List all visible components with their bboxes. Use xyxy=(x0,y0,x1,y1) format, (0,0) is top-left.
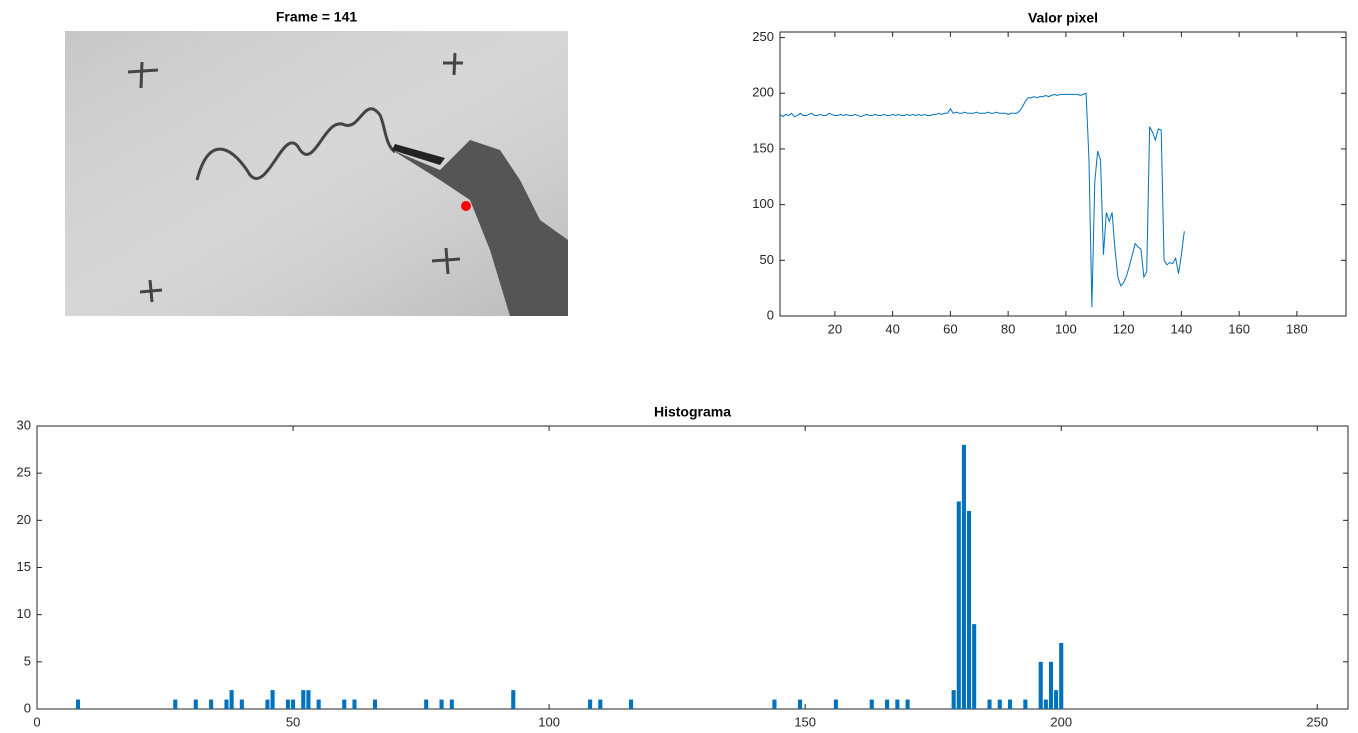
bar xyxy=(301,690,306,709)
image-panel xyxy=(65,31,568,316)
bar xyxy=(316,699,321,709)
bar xyxy=(1054,690,1059,709)
pixel-marker xyxy=(461,201,471,211)
marker-pen xyxy=(392,144,445,165)
bar xyxy=(987,699,992,709)
axes-box xyxy=(36,425,1349,710)
y-tick-label: 10 xyxy=(17,606,31,621)
bar xyxy=(270,690,275,709)
bar xyxy=(797,699,803,709)
y-tick-label: 20 xyxy=(17,512,31,527)
bar xyxy=(285,699,290,709)
bar xyxy=(628,699,634,709)
bar xyxy=(997,699,1002,709)
bar xyxy=(372,699,378,709)
y-tick-label: 250 xyxy=(752,29,774,44)
x-tick-label: 100 xyxy=(1055,321,1077,336)
x-tick-label: 20 xyxy=(828,321,842,336)
bar xyxy=(224,699,229,709)
bar xyxy=(885,699,890,709)
bar xyxy=(966,510,972,709)
x-tick-label: 100 xyxy=(538,714,560,729)
bar xyxy=(833,699,838,709)
bar xyxy=(306,690,311,709)
bar xyxy=(869,699,874,709)
bar xyxy=(449,699,454,709)
x-tick-label: 120 xyxy=(1113,321,1135,336)
bar xyxy=(772,699,777,709)
x-tick-label: 250 xyxy=(1306,714,1328,729)
y-tick-label: 0 xyxy=(24,700,31,715)
y-tick-label: 200 xyxy=(752,85,774,100)
bar xyxy=(291,699,296,709)
bar xyxy=(342,699,347,709)
bar xyxy=(209,699,214,709)
cross-marks xyxy=(127,52,463,303)
data-line xyxy=(779,92,1185,308)
bar xyxy=(1038,661,1043,709)
bar xyxy=(511,690,516,709)
y-tick-label: 50 xyxy=(760,252,774,267)
chart-title: Valor pixel xyxy=(1028,10,1098,26)
bar xyxy=(352,699,357,709)
x-tick-label: 160 xyxy=(1228,321,1250,336)
bar xyxy=(588,699,593,709)
bar xyxy=(229,690,234,709)
axes-box xyxy=(779,31,1347,317)
bar xyxy=(439,699,444,709)
bar xyxy=(1043,699,1048,709)
bar xyxy=(961,444,966,709)
bar xyxy=(972,624,977,709)
y-tick-label: 30 xyxy=(17,417,31,432)
x-tick-label: 0 xyxy=(33,714,40,729)
bar xyxy=(1007,699,1013,709)
x-tick-label: 180 xyxy=(1286,321,1308,336)
y-tick-label: 5 xyxy=(24,653,31,668)
bar xyxy=(193,699,198,709)
x-tick-label: 80 xyxy=(1001,321,1015,336)
y-tick-label: 0 xyxy=(767,307,774,322)
bar xyxy=(265,699,270,709)
bar xyxy=(1059,642,1064,709)
x-tick-label: 60 xyxy=(943,321,957,336)
bar xyxy=(1023,699,1028,709)
x-tick-label: 140 xyxy=(1171,321,1193,336)
chart-title: Histograma xyxy=(654,404,731,420)
chart-title: Frame = 141 xyxy=(276,9,358,25)
bar xyxy=(895,699,900,709)
x-tick-label: 50 xyxy=(286,714,300,729)
drawn-curve xyxy=(195,107,397,181)
bar xyxy=(424,699,429,709)
y-tick-label: 15 xyxy=(17,559,31,574)
y-tick-label: 100 xyxy=(752,196,774,211)
bar xyxy=(239,699,244,709)
x-tick-label: 150 xyxy=(794,714,816,729)
bar xyxy=(1048,661,1054,709)
bar xyxy=(956,501,961,709)
y-tick-label: 25 xyxy=(17,465,31,480)
hand xyxy=(392,140,568,316)
x-tick-label: 200 xyxy=(1050,714,1072,729)
y-tick-label: 150 xyxy=(752,140,774,155)
bar xyxy=(598,699,603,709)
bar xyxy=(173,699,178,709)
bar xyxy=(75,699,81,709)
bar xyxy=(905,699,910,709)
x-tick-label: 40 xyxy=(885,321,899,336)
bar xyxy=(951,690,956,709)
